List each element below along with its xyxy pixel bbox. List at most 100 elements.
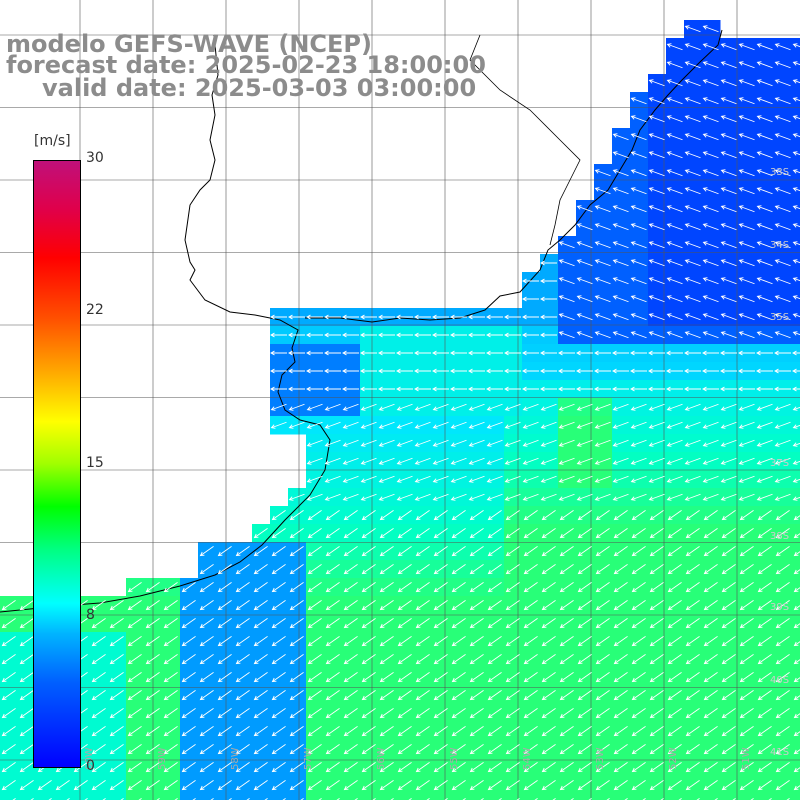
wind-arrow	[576, 475, 593, 483]
wind-arrow	[684, 439, 701, 447]
wind-arrow	[271, 510, 286, 521]
wind-arrow	[720, 457, 737, 465]
wind-arrow	[432, 386, 449, 392]
wind-arrow	[720, 350, 737, 356]
wind-arrow	[720, 97, 737, 105]
wind-arrow	[685, 708, 700, 719]
wind-arrow	[468, 386, 485, 392]
wind-arrow	[486, 403, 503, 411]
wind-arrow	[685, 600, 700, 611]
wind-arrow	[235, 582, 250, 593]
wind-arrow	[378, 457, 395, 465]
wind-arrow	[396, 493, 413, 501]
wind-arrow	[199, 672, 214, 683]
wind-arrow	[522, 386, 539, 392]
wind-arrow	[522, 332, 539, 338]
wind-arrow	[774, 151, 791, 159]
wind-arrow	[235, 636, 250, 647]
wind-arrow	[595, 726, 610, 737]
wind-arrow	[739, 690, 754, 701]
wind-arrow	[522, 314, 539, 320]
wind-arrow	[270, 368, 287, 374]
wind-arrow	[469, 708, 484, 719]
wind-arrow	[289, 528, 304, 539]
wind-arrow	[433, 600, 448, 611]
wind-arrow	[685, 690, 700, 701]
wind-arrow	[235, 564, 250, 575]
wind-arrow	[792, 460, 800, 465]
wind-arrow	[324, 314, 341, 320]
wind-arrow	[648, 368, 665, 374]
wind-arrow	[738, 368, 755, 374]
wind-arrow	[595, 528, 610, 539]
wind-arrow	[739, 546, 754, 557]
wind-arrow	[738, 223, 755, 231]
wind-arrow	[307, 672, 322, 683]
wind-arrow	[720, 475, 737, 483]
wind-cell	[450, 794, 469, 800]
wind-arrow	[721, 708, 736, 719]
wind-arrow	[505, 744, 520, 755]
wind-arrow	[109, 672, 124, 683]
wind-cell	[18, 794, 37, 800]
wind-arrow	[253, 654, 268, 665]
wind-arrow	[702, 133, 719, 141]
wind-arrow	[271, 636, 286, 647]
wind-arrow	[757, 582, 772, 593]
wind-arrow	[414, 386, 431, 392]
wind-arrow	[253, 564, 268, 575]
wind-arrow	[451, 654, 466, 665]
wind-arrow	[217, 654, 232, 665]
wind-arrow	[648, 295, 665, 303]
wind-arrow	[757, 546, 772, 557]
wind-arrow	[775, 636, 790, 647]
wind-arrow	[19, 636, 34, 647]
wind-arrow	[541, 780, 556, 791]
wind-arrow	[613, 708, 628, 719]
wind-arrow	[360, 403, 377, 411]
wind-arrow	[738, 205, 755, 213]
wind-arrow	[793, 767, 800, 773]
wind-arrow	[774, 97, 791, 105]
wind-arrow	[469, 744, 484, 755]
wind-arrow	[595, 762, 610, 773]
wind-arrow	[648, 97, 665, 105]
wind-arrow	[594, 475, 611, 483]
wind-arrow	[738, 241, 755, 249]
wind-arrow	[199, 744, 214, 755]
wind-arrow	[756, 475, 773, 483]
wind-arrow	[324, 403, 341, 411]
wind-arrow	[540, 403, 557, 411]
wind-arrow	[343, 600, 358, 611]
wind-arrow	[523, 762, 538, 773]
wind-arrow	[181, 618, 196, 629]
wind-arrow	[721, 726, 736, 737]
wind-arrow	[631, 780, 646, 791]
wind-arrow	[271, 618, 286, 629]
wind-arrow	[378, 439, 395, 447]
wind-arrow	[343, 546, 358, 557]
wind-arrow	[702, 151, 719, 159]
wind-arrow	[523, 564, 538, 575]
wind-arrow	[415, 510, 430, 521]
wind-arrow	[288, 332, 305, 338]
wind-arrow	[415, 528, 430, 539]
wind-arrow	[702, 205, 719, 213]
wind-arrow	[576, 331, 593, 339]
wind-arrow	[739, 708, 754, 719]
wind-arrow	[199, 546, 214, 557]
wind-arrow	[541, 564, 556, 575]
wind-cell	[468, 794, 487, 800]
wind-arrow	[540, 332, 557, 338]
wind-arrow	[702, 439, 719, 447]
wind-arrow	[667, 672, 682, 683]
wind-arrow	[793, 731, 800, 737]
wind-arrow	[396, 439, 413, 447]
wind-arrow	[774, 457, 791, 465]
wind-arrow	[505, 672, 520, 683]
wind-arrow	[684, 350, 701, 356]
wind-arrow	[649, 600, 664, 611]
wind-arrow	[559, 618, 574, 629]
wind-arrow	[361, 780, 376, 791]
wind-arrow	[595, 510, 610, 521]
